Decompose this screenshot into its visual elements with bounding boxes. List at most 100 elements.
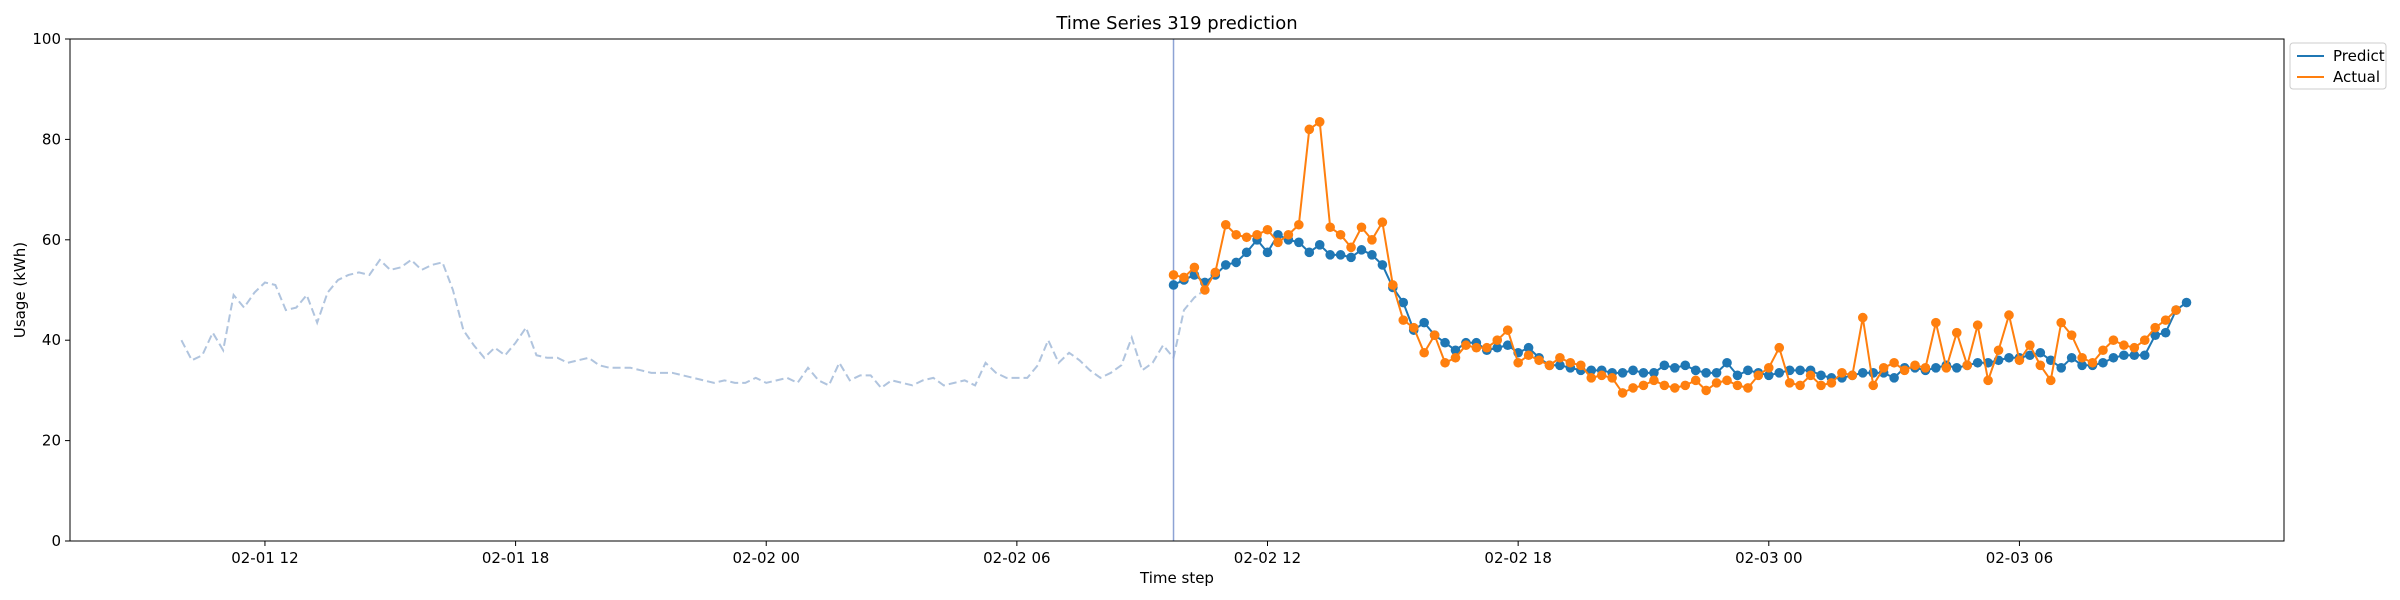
actual-point-45 bbox=[1638, 380, 1649, 391]
actual-point-5 bbox=[1220, 219, 1231, 230]
actual-point-48 bbox=[1670, 383, 1680, 393]
actual-point-27 bbox=[1450, 352, 1461, 363]
predict-point-62 bbox=[1816, 370, 1826, 381]
predict-point-82 bbox=[2025, 350, 2035, 361]
actual-point-50 bbox=[1690, 375, 1701, 386]
predict-point-6 bbox=[1231, 257, 1241, 268]
actual-point-14 bbox=[1314, 117, 1325, 127]
predict-point-0 bbox=[1168, 280, 1179, 290]
actual-point-61 bbox=[1805, 370, 1816, 381]
predict-point-32 bbox=[1502, 340, 1513, 351]
predict-point-31 bbox=[1492, 342, 1503, 353]
y-tick-label-40: 40 bbox=[42, 331, 61, 349]
y-tick-label-20: 20 bbox=[42, 432, 61, 450]
actual-point-0 bbox=[1168, 270, 1179, 280]
actual-point-64 bbox=[1837, 368, 1847, 378]
predict-point-22 bbox=[1398, 297, 1409, 308]
x-tick-label-2: 02-02 00 bbox=[732, 549, 799, 567]
actual-point-77 bbox=[1972, 320, 1983, 330]
actual-point-4 bbox=[1210, 267, 1221, 278]
actual-point-47 bbox=[1659, 380, 1670, 391]
marks-layer bbox=[180, 39, 2192, 541]
actual-point-2 bbox=[1189, 262, 1200, 273]
actual-point-29 bbox=[1471, 342, 1482, 353]
predict-point-53 bbox=[1722, 357, 1732, 368]
actual-point-79 bbox=[1993, 345, 2004, 356]
predict-point-57 bbox=[1763, 370, 1774, 381]
actual-point-39 bbox=[1576, 360, 1586, 371]
predict-point-69 bbox=[1889, 373, 1899, 383]
actual-point-95 bbox=[2160, 315, 2171, 325]
actual-point-55 bbox=[1743, 383, 1753, 393]
actual-point-31 bbox=[1492, 335, 1503, 346]
predict-point-91 bbox=[2119, 350, 2129, 361]
actual-point-23 bbox=[1408, 322, 1419, 333]
actual-point-44 bbox=[1628, 383, 1638, 393]
x-tick-label-6: 02-03 00 bbox=[1735, 549, 1802, 567]
actual-point-20 bbox=[1377, 217, 1388, 228]
actual-point-6 bbox=[1231, 229, 1241, 240]
predict-point-17 bbox=[1346, 252, 1356, 263]
predict-point-89 bbox=[2098, 357, 2108, 368]
predict-point-55 bbox=[1743, 365, 1753, 376]
actual-point-65 bbox=[1847, 370, 1858, 381]
actual-point-15 bbox=[1325, 222, 1335, 233]
actual-point-85 bbox=[2056, 317, 2067, 328]
predict-point-5 bbox=[1220, 260, 1231, 270]
predict-point-52 bbox=[1711, 368, 1722, 378]
y-tick-label-80: 80 bbox=[42, 130, 61, 148]
x-tick-label-0: 02-01 12 bbox=[231, 549, 298, 567]
predict-point-27 bbox=[1450, 345, 1461, 356]
actual-point-69 bbox=[1889, 357, 1899, 368]
actual-point-35 bbox=[1534, 355, 1544, 366]
actual-point-33 bbox=[1513, 357, 1523, 368]
predict-point-75 bbox=[1951, 363, 1962, 373]
predict-point-54 bbox=[1732, 370, 1743, 381]
actual-point-40 bbox=[1586, 373, 1597, 383]
predict-point-48 bbox=[1670, 363, 1680, 373]
predict-point-58 bbox=[1774, 368, 1785, 378]
actual-point-93 bbox=[2139, 335, 2150, 346]
predict-point-83 bbox=[2035, 347, 2046, 358]
legend-label-predict: Predict bbox=[2333, 47, 2385, 65]
predict-point-66 bbox=[1857, 368, 1868, 378]
actual-point-90 bbox=[2108, 335, 2119, 346]
predict-point-49 bbox=[1680, 360, 1691, 371]
predict-point-86 bbox=[2066, 352, 2077, 363]
predict-point-50 bbox=[1690, 365, 1701, 376]
predict-point-94 bbox=[2150, 330, 2160, 340]
predict-point-87 bbox=[2077, 360, 2087, 371]
actual-point-87 bbox=[2077, 352, 2087, 363]
predict-point-37 bbox=[1555, 360, 1565, 371]
actual-point-25 bbox=[1429, 330, 1440, 340]
actual-point-1 bbox=[1179, 272, 1189, 283]
actual-point-41 bbox=[1596, 370, 1607, 381]
predict-point-7 bbox=[1241, 247, 1252, 258]
actual-point-58 bbox=[1774, 342, 1785, 353]
actual-point-42 bbox=[1607, 373, 1617, 383]
actual-point-54 bbox=[1732, 380, 1743, 391]
actual-point-21 bbox=[1388, 280, 1398, 290]
predict-point-34 bbox=[1523, 342, 1534, 353]
actual-point-43 bbox=[1617, 388, 1628, 398]
axes-layer: 0 20 40 60 80 100 02-01 12 02-01 18 02-02 00 02-0… bbox=[32, 30, 2053, 567]
actual-point-46 bbox=[1649, 375, 1659, 386]
actual-point-63 bbox=[1826, 378, 1837, 388]
predict-point-19 bbox=[1367, 250, 1377, 260]
predict-point-92 bbox=[2129, 350, 2140, 361]
predict-point-26 bbox=[1440, 337, 1450, 348]
predict-point-20 bbox=[1377, 260, 1388, 270]
actual-point-86 bbox=[2066, 330, 2077, 340]
x-tick-label-5: 02-02 18 bbox=[1484, 549, 1551, 567]
actual-point-57 bbox=[1763, 363, 1774, 373]
actual-point-37 bbox=[1555, 352, 1565, 363]
predict-point-24 bbox=[1419, 317, 1429, 328]
actual-point-38 bbox=[1565, 357, 1576, 368]
predict-point-14 bbox=[1314, 240, 1325, 250]
actual-point-9 bbox=[1262, 224, 1273, 235]
predict-point-45 bbox=[1638, 368, 1649, 378]
actual-point-8 bbox=[1252, 229, 1262, 240]
predict-point-44 bbox=[1628, 365, 1638, 376]
predict-point-93 bbox=[2139, 350, 2150, 361]
